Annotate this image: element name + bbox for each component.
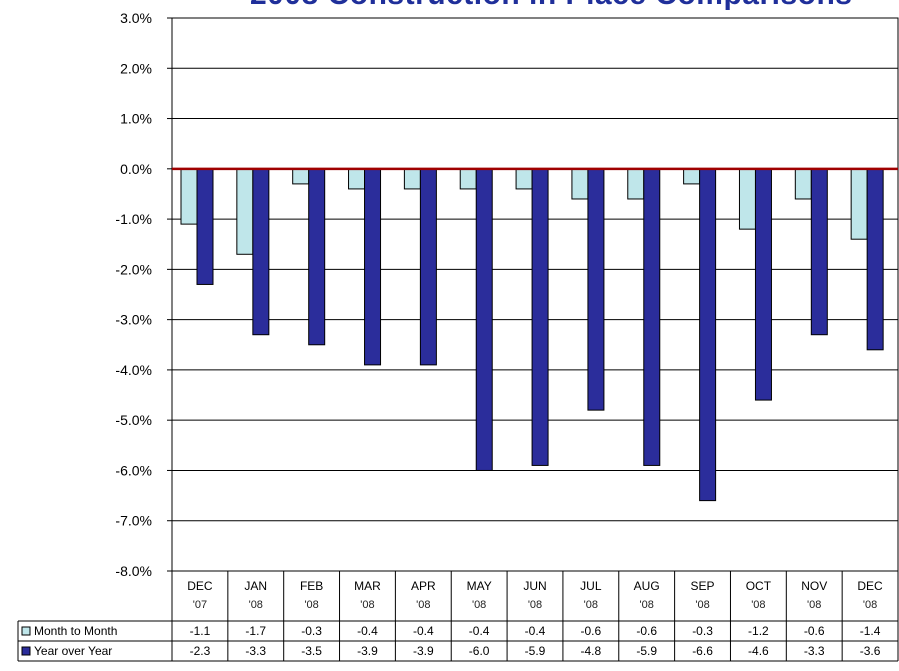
x-tick-label: OCT	[746, 579, 772, 593]
y-tick-label: -6.0%	[115, 462, 152, 478]
bar-year-over-year	[587, 168, 605, 411]
bar-year-over-year	[308, 168, 326, 346]
x-tick-sublabel: '08	[249, 599, 263, 611]
table-cell-value: -0.6	[636, 624, 657, 638]
x-tick-label: FEB	[300, 579, 323, 593]
bar-month-to-month	[571, 168, 589, 200]
x-tick-label: JUN	[523, 579, 546, 593]
table-cell-value: -5.9	[636, 644, 657, 658]
chart-title: 2008 Construction in Place Comparisons	[250, 0, 890, 12]
table-cell-value: -1.1	[190, 624, 211, 638]
x-tick-sublabel: '08	[751, 599, 765, 611]
x-tick-label: NOV	[801, 579, 827, 593]
bar-year-over-year	[419, 168, 437, 366]
y-tick-label: -7.0%	[115, 513, 152, 529]
table-cell-value: -6.6	[692, 644, 713, 658]
table-cell-value: -1.7	[245, 624, 266, 638]
x-tick-label: SEP	[691, 579, 715, 593]
y-tick-label: -8.0%	[115, 563, 152, 579]
x-tick-sublabel: '08	[416, 599, 430, 611]
x-tick-label: JAN	[244, 579, 267, 593]
bar-year-over-year	[531, 168, 549, 466]
table-cell-value: -2.3	[190, 644, 211, 658]
bar-year-over-year	[196, 168, 214, 285]
table-cell-value: -3.6	[860, 644, 881, 658]
bar-year-over-year	[475, 168, 493, 471]
table-cell-value: -4.8	[581, 644, 602, 658]
table-cell-value: -5.9	[525, 644, 546, 658]
x-tick-sublabel: '08	[472, 599, 486, 611]
y-tick-label: -2.0%	[115, 261, 152, 277]
bar-year-over-year	[699, 168, 717, 502]
table-cell-value: -3.3	[245, 644, 266, 658]
bar-month-to-month	[236, 168, 254, 255]
table-cell-value: -0.6	[804, 624, 825, 638]
table-cell-value: -3.5	[301, 644, 322, 658]
legend-label: Year over Year	[34, 644, 112, 658]
bar-year-over-year	[866, 168, 884, 351]
x-tick-sublabel: '07	[193, 599, 207, 611]
bar-year-over-year	[754, 168, 772, 401]
table-cell-value: -3.3	[804, 644, 825, 658]
x-tick-sublabel: '08	[304, 599, 318, 611]
y-tick-label: 0.0%	[120, 161, 152, 177]
legend-swatch	[21, 646, 31, 656]
bar-month-to-month	[683, 168, 701, 185]
bar-month-to-month	[292, 168, 310, 185]
y-tick-label: 2.0%	[120, 60, 152, 76]
x-tick-label: JUL	[580, 579, 602, 593]
bar-month-to-month	[738, 168, 756, 230]
bar-month-to-month	[515, 168, 533, 190]
x-tick-sublabel: '08	[528, 599, 542, 611]
x-tick-label: MAR	[354, 579, 381, 593]
legend-label: Month to Month	[34, 624, 117, 638]
bar-year-over-year	[252, 168, 270, 336]
y-tick-label: -1.0%	[115, 211, 152, 227]
y-tick-label: -4.0%	[115, 362, 152, 378]
x-tick-sublabel: '08	[863, 599, 877, 611]
bar-year-over-year	[364, 168, 382, 366]
x-tick-label: DEC	[187, 579, 213, 593]
table-cell-value: -0.3	[301, 624, 322, 638]
x-tick-sublabel: '08	[360, 599, 374, 611]
table-cell-value: -6.0	[469, 644, 490, 658]
table-cell-value: -3.9	[413, 644, 434, 658]
table-cell-value: -3.9	[357, 644, 378, 658]
table-cell-value: -0.4	[413, 624, 434, 638]
table-cell-value: -1.2	[748, 624, 769, 638]
bar-month-to-month	[850, 168, 868, 240]
table-cell-value: -0.4	[525, 624, 546, 638]
y-tick-label: -3.0%	[115, 312, 152, 328]
table-cell-value: -0.6	[581, 624, 602, 638]
legend-swatch	[21, 626, 31, 636]
y-tick-label: 3.0%	[120, 10, 152, 26]
x-tick-label: DEC	[857, 579, 883, 593]
bar-month-to-month	[348, 168, 366, 190]
x-tick-sublabel: '08	[695, 599, 709, 611]
table-cell-value: -1.4	[860, 624, 881, 638]
x-tick-label: MAY	[467, 579, 492, 593]
bar-year-over-year	[643, 168, 661, 466]
table-cell-value: -0.4	[469, 624, 490, 638]
bar-month-to-month	[403, 168, 421, 190]
bar-month-to-month	[627, 168, 645, 200]
x-tick-sublabel: '08	[807, 599, 821, 611]
x-tick-sublabel: '08	[584, 599, 598, 611]
table-cell-value: -4.6	[748, 644, 769, 658]
y-tick-label: -5.0%	[115, 412, 152, 428]
table-cell-value: -0.4	[357, 624, 378, 638]
bar-month-to-month	[459, 168, 477, 190]
x-tick-sublabel: '08	[640, 599, 654, 611]
bar-month-to-month	[180, 168, 198, 225]
bar-month-to-month	[794, 168, 812, 200]
y-tick-label: 1.0%	[120, 111, 152, 127]
table-cell-value: -0.3	[692, 624, 713, 638]
bar-year-over-year	[810, 168, 828, 336]
x-tick-label: AUG	[634, 579, 660, 593]
x-tick-label: APR	[411, 579, 436, 593]
